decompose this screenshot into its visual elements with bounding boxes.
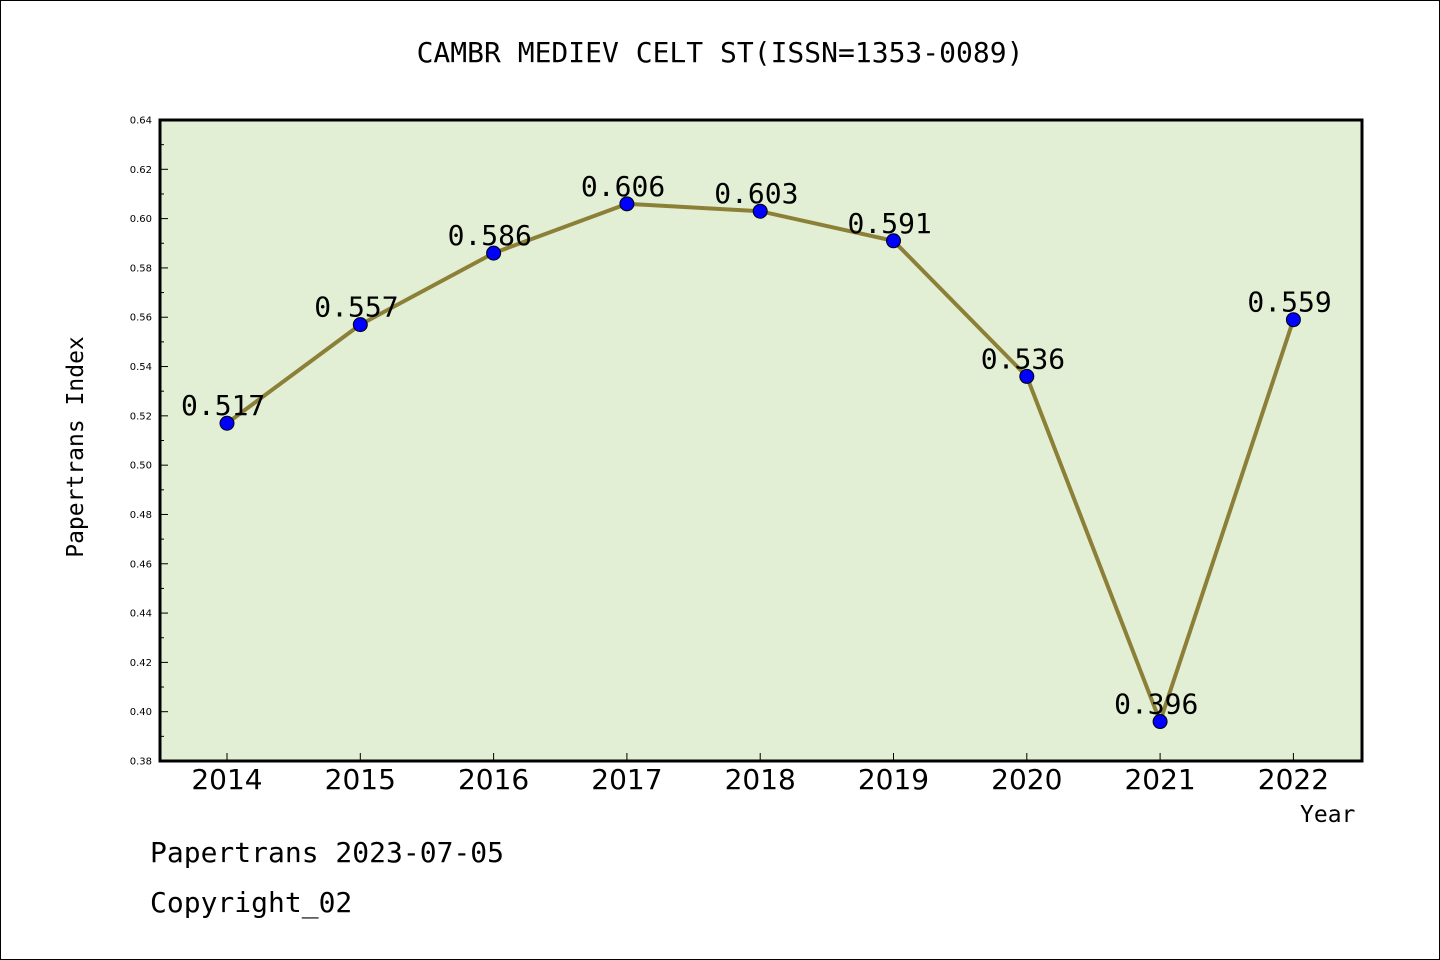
y-tick-label: 0.58 <box>130 263 152 274</box>
plot-area <box>160 120 1362 761</box>
data-label: 0.396 <box>1114 688 1198 721</box>
x-tick-label: 2020 <box>991 763 1062 796</box>
y-tick-label: 0.56 <box>130 313 152 324</box>
data-point <box>219 415 235 431</box>
plot-border <box>158 118 1364 763</box>
y-tick-label: 0.62 <box>130 165 152 176</box>
series-papertrans-index <box>219 196 1301 730</box>
data-point <box>619 196 635 212</box>
x-axis: 2014 2015 2016 2017 2018 2019 2020 2021 2022 <box>191 753 1329 796</box>
x-tick-label: 2022 <box>1258 763 1329 796</box>
data-label: 0.591 <box>848 207 932 240</box>
data-label: 0.603 <box>714 177 798 210</box>
y-tick-label: 0.54 <box>130 362 152 373</box>
footer-date: Papertrans 2023-07-05 <box>150 836 505 869</box>
data-label: 0.517 <box>181 389 265 422</box>
footer-copyright: Copyright_02 <box>150 886 353 919</box>
data-point <box>1152 714 1168 730</box>
y-tick-label: 0.46 <box>130 559 152 570</box>
x-tick-label: 2015 <box>325 763 396 796</box>
x-tick-label: 2018 <box>725 763 796 796</box>
data-label: 0.606 <box>581 170 665 203</box>
data-point <box>352 317 368 333</box>
y-tick-label: 0.64 <box>130 116 152 127</box>
x-tick-label: 2017 <box>591 763 662 796</box>
y-tick-label: 0.60 <box>130 214 152 225</box>
data-point <box>1285 312 1301 328</box>
x-axis-label: Year <box>1300 802 1356 828</box>
data-point <box>886 233 901 249</box>
x-tick-label: 2019 <box>858 763 929 796</box>
data-label: 0.557 <box>314 291 398 324</box>
data-point <box>486 245 502 261</box>
data-point <box>1019 368 1035 384</box>
x-tick-label: 2021 <box>1124 763 1195 796</box>
x-tick-label: 2014 <box>191 763 262 796</box>
y-tick-label: 0.40 <box>130 707 152 718</box>
y-tick-label: 0.38 <box>130 757 152 768</box>
y-tick-label: 0.42 <box>130 658 152 669</box>
x-tick-label: 2016 <box>458 763 529 796</box>
chart-title: CAMBR MEDIEV CELT ST(ISSN=1353-0089) <box>416 36 1024 69</box>
data-label: 0.586 <box>448 219 532 252</box>
data-label: 0.559 <box>1247 286 1331 319</box>
y-tick-label: 0.50 <box>130 461 152 472</box>
data-labels: 0.517 0.557 0.586 0.606 0.603 0.591 0.536 0.396… <box>181 170 1332 721</box>
y-tick-label: 0.44 <box>130 609 152 620</box>
y-tick-label: 0.48 <box>130 510 152 521</box>
y-tick-label: 0.52 <box>130 411 152 422</box>
data-label: 0.536 <box>981 342 1065 375</box>
data-point <box>752 203 768 219</box>
